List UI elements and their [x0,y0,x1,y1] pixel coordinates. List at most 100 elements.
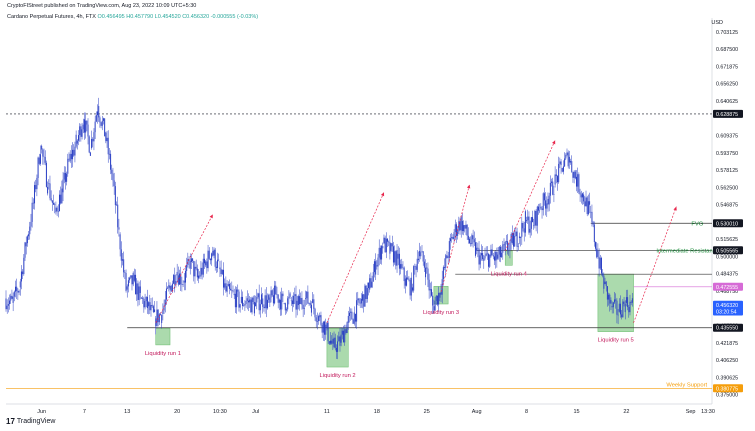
candle-body [226,286,228,292]
candle-body [397,253,399,259]
candle-body [9,300,11,305]
candle-body [446,255,448,259]
candle-body [242,296,244,307]
candle-body [438,292,440,305]
candle-body [297,296,299,306]
candle-body [599,257,601,269]
candle-body [6,305,8,310]
candle-body [471,235,473,245]
candle-body [118,227,120,230]
price-axis[interactable]: 0.703125 0.687500 0.671875 0.656250 0.640625… [713,30,743,399]
candle-body [60,194,62,204]
candle-body [497,254,499,259]
candle-body [472,235,474,240]
candle-body [68,158,70,160]
candle-body [421,251,423,253]
candle-body [165,288,167,300]
candle-body [203,258,205,264]
candle-body [338,336,340,342]
candle-body [308,303,310,304]
intermediate-resistance-label: Intermediate Resistance [656,248,719,254]
candle-body [238,291,240,308]
candle-body [256,297,258,303]
candle-body [502,244,504,253]
candle-body [376,265,378,267]
candle-body [359,302,361,304]
candle-body [464,225,466,229]
candle-body [126,286,128,290]
candle-body [325,324,327,335]
liquidity-run-label-3: Liquidity run 3 [423,310,459,316]
candle-body [401,264,403,268]
candle-body [208,250,210,259]
candle-body [104,118,106,137]
candle-body [45,162,47,187]
candle-body [432,295,434,306]
candle-body [589,201,591,205]
candle-body [564,158,566,167]
candle-body [549,182,551,196]
candle-body [87,124,89,137]
candle-body [553,194,555,195]
candle-body [124,272,126,273]
candle-body [16,286,18,292]
candle-body [107,137,109,155]
candle-body [135,274,137,295]
candle-body [37,157,39,178]
time-tick-label: 18 [374,409,380,415]
candle-body [294,294,296,296]
candle-body [158,314,160,323]
candle-body [400,264,402,269]
candle-body [413,266,415,291]
candle-body [625,297,627,303]
candle-body [198,275,200,279]
candle-body [391,243,393,247]
candle-body [132,272,134,285]
candle-body [328,341,330,344]
annotation-labels: Liquidity run 1 Liquidity run 2 Liquidity … [145,221,719,388]
candle-body [420,252,422,257]
candle-body [94,121,96,133]
candle-body [146,296,148,309]
candle-body [533,225,535,227]
candle-body [218,259,220,261]
candle-body [151,305,153,307]
candle-body [86,120,88,125]
candle-body [282,293,284,297]
candle-body [535,211,537,226]
candle-body [253,301,255,314]
candle-body [357,298,359,301]
candle-body [321,324,323,333]
candle-body [102,118,104,121]
candle-body [469,238,471,244]
time-axis[interactable]: Jun 7 13 20 10:30 Jul 11 18 25 Aug 8 15 22 Sep 13:30 [37,409,715,415]
candle-body [492,255,494,257]
candle-body [196,268,198,278]
candle-body [284,303,286,311]
candle-body [495,252,497,261]
candle-body [205,261,207,266]
candle-body [501,252,503,258]
candle-body [491,249,493,256]
candle-body [288,296,290,299]
candle-body [156,309,158,327]
time-tick-label: 20 [174,409,180,415]
candle-body [341,330,343,335]
price-badge-6 [713,307,743,316]
price-tick-label: 0.640625 [716,99,738,105]
candle-body [631,298,633,303]
candle-body [385,238,387,253]
candle-body [302,304,304,309]
projection-arrow-2 [326,192,385,323]
candle-body [611,306,613,308]
tradingview-logo[interactable]: 17 TradingView [6,417,55,426]
candle-body [395,251,397,266]
candle-body [138,286,140,300]
candle-body [99,117,101,123]
candle-body [508,249,510,251]
candle-body [175,280,177,285]
projection-arrows [155,140,677,323]
price-tick-label: 0.515625 [716,237,738,243]
candle-body [301,297,303,305]
